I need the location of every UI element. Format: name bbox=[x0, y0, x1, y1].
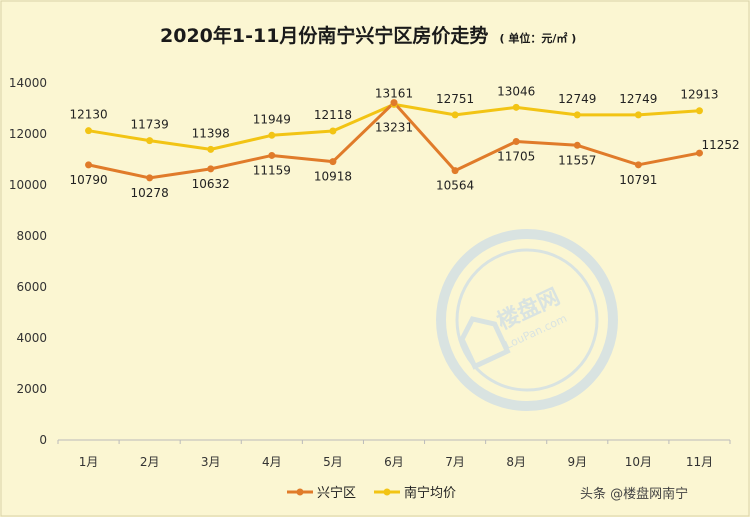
x-tick-label: 5月 bbox=[323, 455, 343, 469]
data-label: 10278 bbox=[131, 186, 169, 200]
data-point bbox=[268, 131, 276, 139]
y-tick-label: 14000 bbox=[9, 76, 47, 90]
x-tick-label: 1月 bbox=[79, 455, 99, 469]
x-tick-label: 4月 bbox=[262, 455, 282, 469]
legend-marker bbox=[383, 488, 391, 496]
data-label: 10632 bbox=[192, 177, 230, 191]
data-label: 10918 bbox=[314, 170, 352, 184]
data-point bbox=[268, 151, 276, 159]
data-label: 12118 bbox=[314, 108, 352, 122]
series-layer: 12130 11739 11398 11949 12118 13161 12751 13046… bbox=[69, 84, 739, 200]
data-point bbox=[85, 127, 93, 135]
data-label: 12749 bbox=[558, 92, 596, 106]
data-point bbox=[329, 127, 337, 135]
data-label: 11398 bbox=[192, 126, 230, 140]
data-point bbox=[695, 149, 703, 157]
chart-title: 2020年1-11月份南宁兴宁区房价走势 bbox=[160, 24, 488, 47]
data-label: 11252 bbox=[701, 138, 739, 152]
data-label: 13046 bbox=[497, 84, 535, 98]
svg-text:2020年1-11月份南宁兴宁区房价走势 ( 单位：: 2020年1-11月份南宁兴宁区房价走势 ( 单位：元/㎡ ) bbox=[160, 24, 576, 47]
data-label: 13231 bbox=[375, 121, 413, 135]
data-label: 10790 bbox=[69, 173, 107, 187]
y-tick-label: 6000 bbox=[16, 280, 47, 294]
y-tick-label: 8000 bbox=[16, 229, 47, 243]
data-point bbox=[573, 111, 581, 119]
y-tick-label: 12000 bbox=[9, 127, 47, 141]
data-point bbox=[390, 99, 398, 107]
data-label: 12130 bbox=[69, 108, 107, 122]
data-point bbox=[634, 111, 642, 119]
x-tick-label: 9月 bbox=[567, 455, 587, 469]
data-point bbox=[634, 161, 642, 169]
data-label: 10564 bbox=[436, 179, 474, 193]
x-tick-label: 8月 bbox=[506, 455, 526, 469]
data-point bbox=[573, 141, 581, 149]
y-tick-label: 10000 bbox=[9, 178, 47, 192]
data-point bbox=[207, 165, 215, 173]
x-tick-label: 11月 bbox=[686, 455, 713, 469]
x-tick-label: 3月 bbox=[201, 455, 221, 469]
data-label: 13161 bbox=[375, 86, 413, 100]
legend-label: 南宁均价 bbox=[404, 485, 456, 501]
y-tick-label: 4000 bbox=[16, 331, 47, 345]
data-label: 10791 bbox=[619, 173, 657, 187]
data-label: 11705 bbox=[497, 150, 535, 164]
data-label: 11159 bbox=[253, 163, 291, 177]
data-point bbox=[146, 174, 154, 182]
x-axis: 1月 2月 3月 4月 5月 6月 7月 8月 9月 10月 11月 bbox=[57, 440, 731, 469]
watermark-house-icon bbox=[459, 316, 511, 370]
data-point bbox=[512, 103, 520, 111]
data-label: 12751 bbox=[436, 92, 474, 106]
x-tick-label: 6月 bbox=[384, 455, 404, 469]
data-point bbox=[85, 161, 93, 169]
data-point bbox=[451, 167, 459, 175]
watermark-ring bbox=[436, 229, 618, 411]
data-label: 11557 bbox=[558, 153, 596, 167]
data-point bbox=[695, 107, 703, 115]
data-label: 12749 bbox=[619, 92, 657, 106]
watermark-inner-ring bbox=[455, 248, 599, 392]
credit-text: 头条 @楼盘网南宁 bbox=[580, 486, 688, 502]
y-tick-label: 0 bbox=[39, 433, 47, 447]
data-point bbox=[329, 158, 337, 166]
legend: 兴宁区 南宁均价 bbox=[287, 485, 456, 501]
data-label: 11949 bbox=[253, 112, 291, 126]
x-tick-label: 2月 bbox=[140, 455, 160, 469]
y-tick-label: 2000 bbox=[16, 382, 47, 396]
data-label: 11739 bbox=[131, 118, 169, 132]
data-point bbox=[451, 111, 459, 119]
data-point bbox=[207, 145, 215, 153]
data-label: 12913 bbox=[680, 88, 718, 102]
legend-marker bbox=[296, 488, 304, 496]
legend-label: 兴宁区 bbox=[317, 485, 356, 501]
x-tick-label: 10月 bbox=[625, 455, 652, 469]
chart-unit: ( 单位：元/㎡ ) bbox=[500, 31, 577, 45]
y-axis: 0 2000 4000 6000 8000 10000 12000 14000 bbox=[9, 76, 47, 447]
data-point bbox=[146, 137, 154, 145]
x-tick-label: 7月 bbox=[445, 455, 465, 469]
data-point bbox=[512, 138, 520, 146]
